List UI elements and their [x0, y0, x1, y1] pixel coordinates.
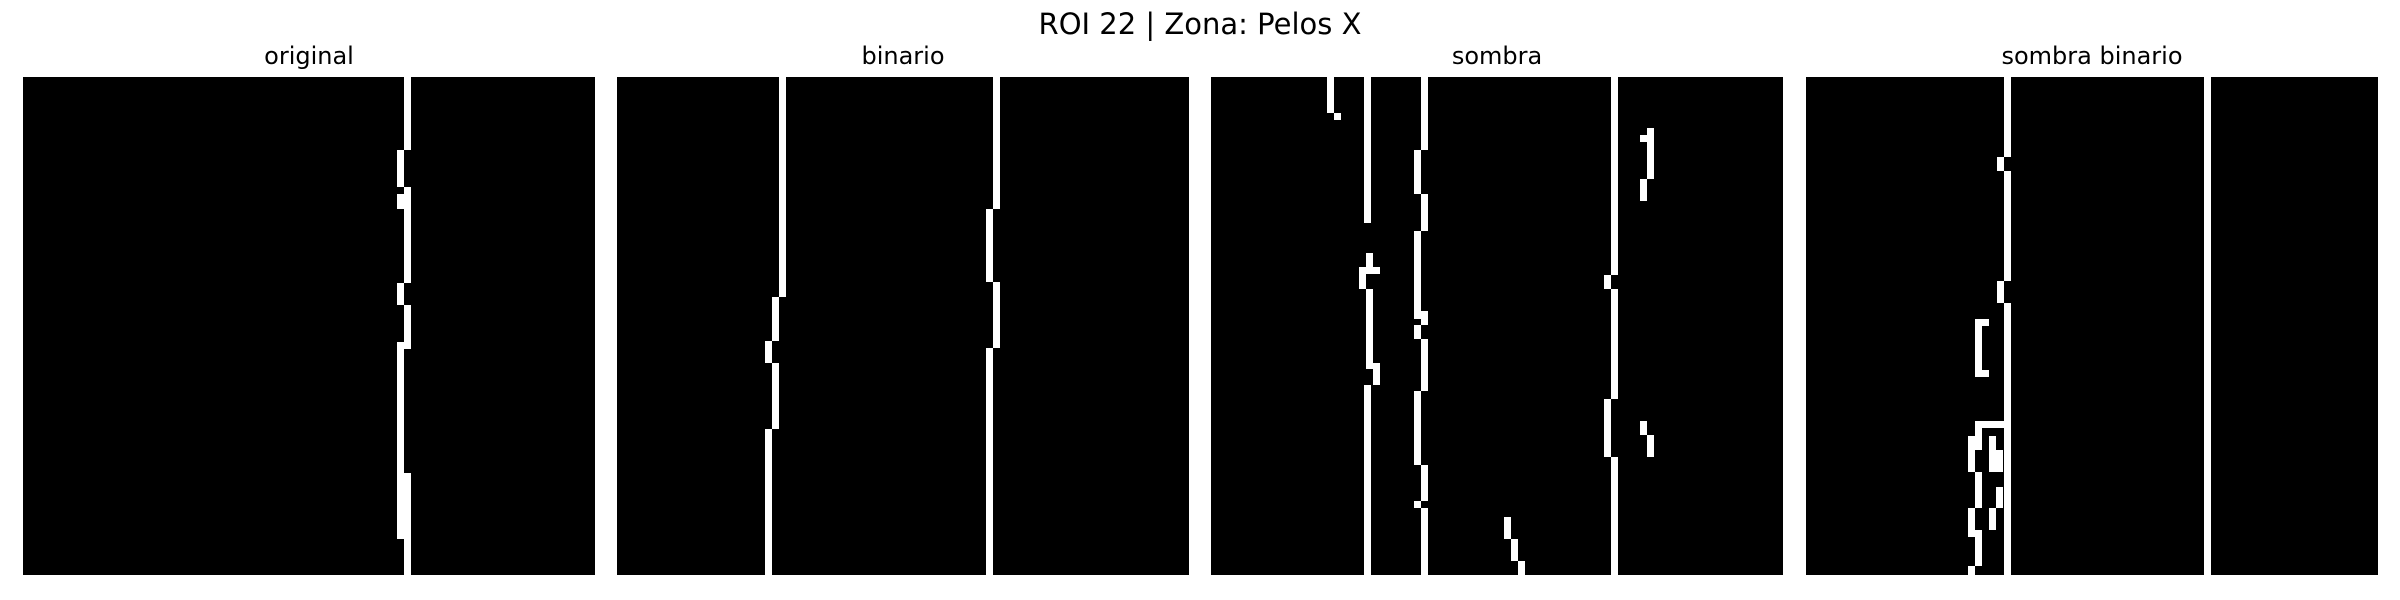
image-sombra	[1211, 77, 1783, 575]
panel-title-binario: binario	[861, 42, 945, 70]
figure-title: ROI 22 | Zona: Pelos X	[1038, 7, 1362, 41]
image-sombra-binario	[1806, 77, 2378, 575]
panel-title-original: original	[264, 42, 354, 70]
image-original	[23, 77, 595, 575]
panel-title-sombra: sombra	[1451, 42, 1543, 70]
panel-sombra: sombra	[1211, 42, 1783, 575]
panel-title-sombra-binario: sombra binario	[2001, 42, 2183, 70]
panel-sombra-binario: sombra binario	[1806, 42, 2378, 575]
panel-binario: binario	[617, 42, 1189, 575]
panel-original: original	[23, 42, 595, 575]
image-binario	[617, 77, 1189, 575]
